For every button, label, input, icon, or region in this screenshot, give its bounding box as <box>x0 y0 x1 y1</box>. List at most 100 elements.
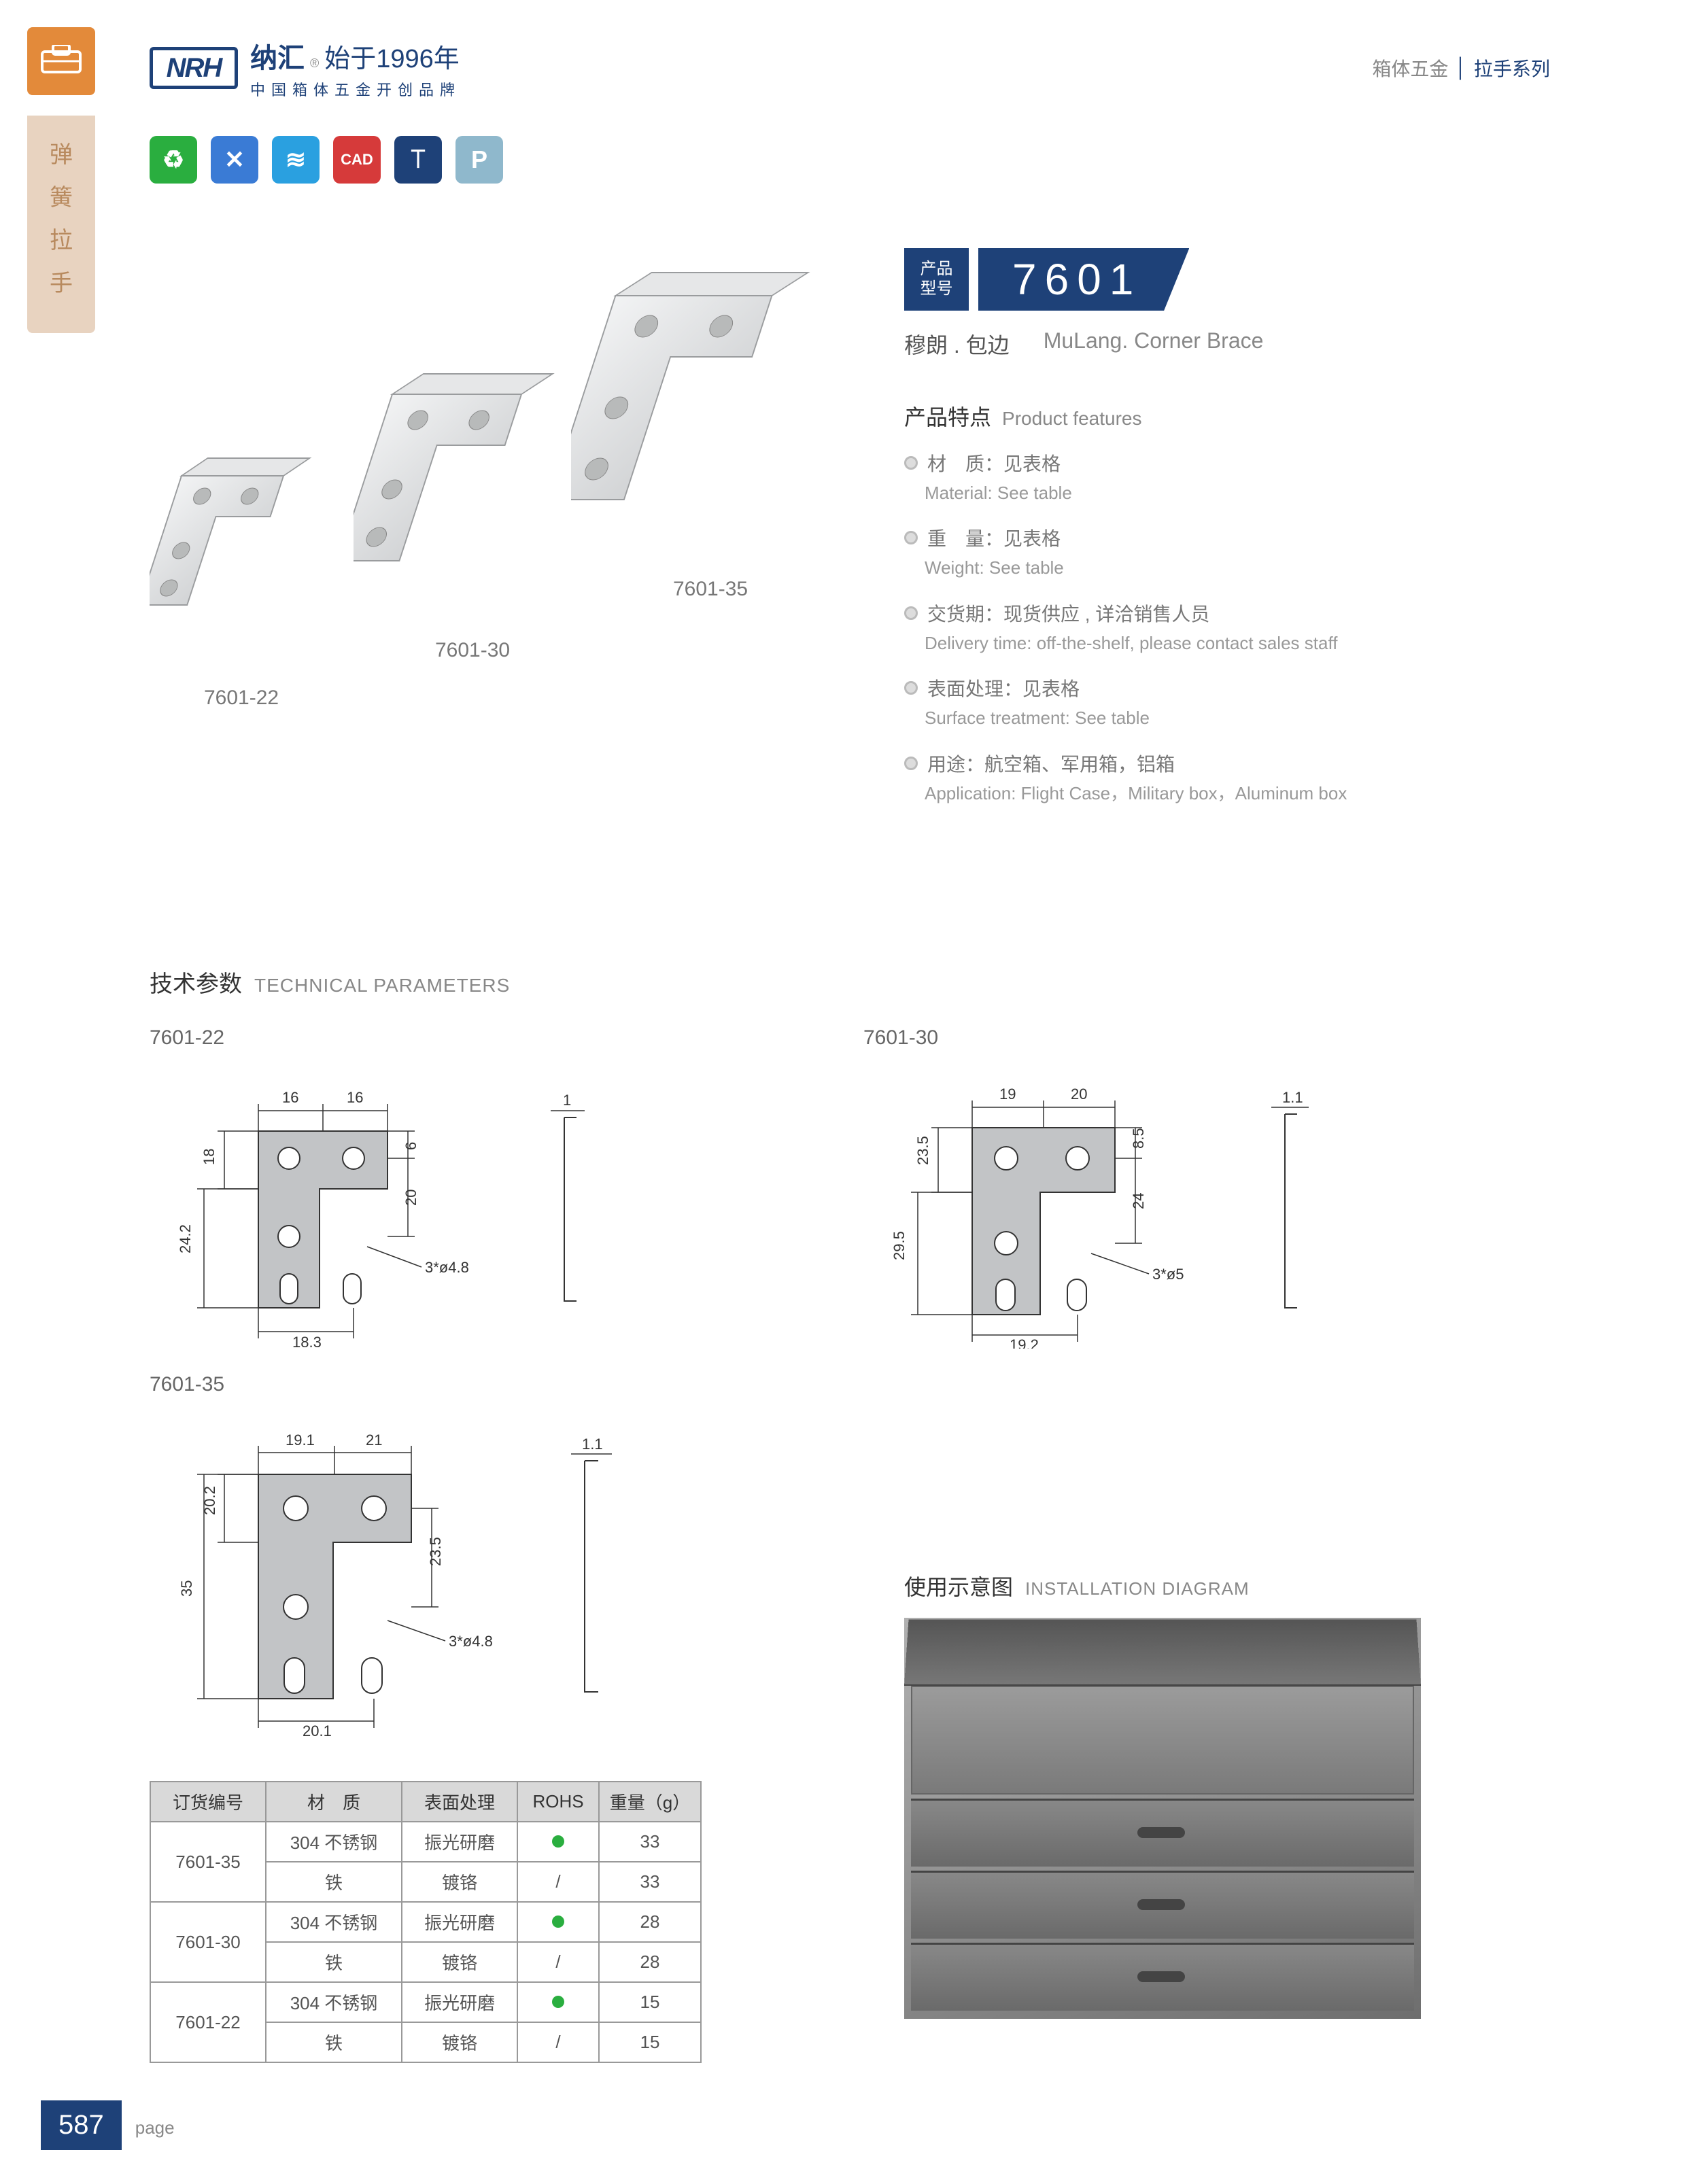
table-header: 订货编号 <box>150 1782 266 1822</box>
table-row: 7601-35304 不锈钢振光研磨33 <box>150 1822 701 1862</box>
feature-item: 表面处理：见表格 Surface treatment: See table <box>904 674 1530 730</box>
svg-text:20: 20 <box>402 1190 419 1206</box>
install-title-cn: 使用示意图 <box>904 1570 1013 1601</box>
features-title-en: Product features <box>1002 408 1141 430</box>
feature-text-cn: 重 量：见表格 <box>904 524 1530 551</box>
tech-title-en: TECHNICAL PARAMETERS <box>254 975 510 996</box>
table-cell: / <box>517 1942 599 1982</box>
technical-params-title: 技术参数 TECHNICAL PARAMETERS <box>150 965 510 999</box>
table-header: 重量（g） <box>599 1782 701 1822</box>
rohs-dot-icon <box>552 1916 564 1928</box>
side-tab-char: 簧 <box>50 179 73 212</box>
rohs-dot-icon <box>552 1996 564 2008</box>
table-cell: 28 <box>599 1942 701 1982</box>
model-name-en: MuLang. Corner Brace <box>1044 328 1264 360</box>
svg-text:8.5: 8.5 <box>1130 1128 1147 1149</box>
product-image-medium <box>354 367 598 625</box>
svg-text:3*ø4.8: 3*ø4.8 <box>425 1259 469 1276</box>
table-cell: / <box>517 2022 599 2062</box>
table-cell: 304 不锈钢 <box>266 1822 402 1862</box>
table-cell: 15 <box>599 1982 701 2022</box>
feature-icon: CAD <box>333 136 381 184</box>
svg-text:24.2: 24.2 <box>177 1224 194 1253</box>
table-cell: 304 不锈钢 <box>266 1982 402 2022</box>
page-footer: 587 page <box>41 2100 175 2150</box>
feature-icon-row: ♻ ✕ ≋ CAD ⟙ P <box>150 136 503 184</box>
category-1: 箱体五金 <box>1372 54 1448 82</box>
header-category: 箱体五金 │ 拉手系列 <box>1372 54 1550 82</box>
feature-icon: ✕ <box>211 136 258 184</box>
diagram-label: 7601-30 <box>863 1026 1475 1050</box>
install-title-en: INSTALLATION DIAGRAM <box>1025 1578 1250 1599</box>
feature-text-en: Material: See table <box>925 481 1530 505</box>
page-label: page <box>135 2117 175 2138</box>
svg-text:18.3: 18.3 <box>292 1334 322 1349</box>
product-features: 产品特点 Product features 材 质：见表格 Material: S… <box>904 400 1530 805</box>
svg-text:19.1: 19.1 <box>286 1432 315 1449</box>
model-info-block: 产品 型号 7601 穆朗 . 包边 MuLang. Corner Brace … <box>904 248 1530 805</box>
feature-text-en: Surface treatment: See table <box>925 706 1530 730</box>
feature-text-cn: 用途：航空箱、军用箱，铝箱 <box>904 750 1530 777</box>
table-cell: 7601-35 <box>150 1822 266 1902</box>
table-cell: 15 <box>599 2022 701 2062</box>
table-row: 7601-22304 不锈钢振光研磨15 <box>150 1982 701 2022</box>
model-name-cn: 穆朗 . 包边 <box>904 328 1010 360</box>
svg-text:18: 18 <box>201 1149 218 1165</box>
installation-diagram-image <box>904 1618 1421 2019</box>
table-cell: 镀铬 <box>402 1862 517 1902</box>
table-cell <box>517 1902 599 1942</box>
svg-text:16: 16 <box>282 1089 298 1106</box>
svg-text:23.5: 23.5 <box>914 1136 931 1165</box>
brand-since: 始于1996年 <box>324 37 460 75</box>
table-cell: 33 <box>599 1822 701 1862</box>
side-category-tab: 弹 簧 拉 手 <box>27 116 95 333</box>
feature-icon: ≋ <box>272 136 320 184</box>
table-cell: 铁 <box>266 2022 402 2062</box>
features-title-cn: 产品特点 <box>904 400 991 432</box>
svg-text:29.5: 29.5 <box>891 1231 908 1260</box>
svg-text:24: 24 <box>1130 1193 1147 1209</box>
feature-icon: P <box>455 136 503 184</box>
table-cell <box>517 1822 599 1862</box>
category-2: 拉手系列 <box>1474 54 1550 82</box>
feature-text-en: Application: Flight Case，Military box，Al… <box>925 781 1530 805</box>
table-cell: 振光研磨 <box>402 1902 517 1942</box>
feature-icon: ⟙ <box>394 136 442 184</box>
svg-text:1: 1 <box>563 1092 571 1109</box>
registered-mark: ® <box>310 56 319 71</box>
side-tab-char: 拉 <box>50 222 73 255</box>
svg-text:16: 16 <box>347 1089 363 1106</box>
category-separator: │ <box>1455 57 1467 79</box>
brand-subtitle: 中国箱体五金开创品牌 <box>250 78 461 100</box>
page-number: 587 <box>41 2100 122 2150</box>
svg-text:1.1: 1.1 <box>582 1436 603 1453</box>
brand-cn: 纳汇 <box>250 36 305 75</box>
feature-text-cn: 表面处理：见表格 <box>904 674 1530 701</box>
feature-item: 交货期：现货供应 , 详洽销售人员Delivery time: off-the-… <box>904 600 1530 655</box>
specification-table: 订货编号材 质表面处理ROHS重量（g）7601-35304 不锈钢振光研磨33… <box>150 1781 702 2063</box>
svg-text:21: 21 <box>366 1432 382 1449</box>
model-number: 7601 <box>978 248 1189 311</box>
feature-icon: ♻ <box>150 136 197 184</box>
model-label-1: 产品 <box>921 260 953 279</box>
table-cell: 镀铬 <box>402 1942 517 1982</box>
nrh-logo: NRH <box>150 47 238 89</box>
svg-text:1.1: 1.1 <box>1282 1089 1303 1106</box>
table-cell: 7601-30 <box>150 1902 266 1982</box>
table-cell: 铁 <box>266 1942 402 1982</box>
table-cell: 振光研磨 <box>402 1982 517 2022</box>
svg-text:23.5: 23.5 <box>427 1537 444 1566</box>
feature-text-cn: 材 质：见表格 <box>904 449 1530 476</box>
installation-title: 使用示意图 INSTALLATION DIAGRAM <box>904 1570 1250 1601</box>
model-badge: 产品 型号 7601 <box>904 248 1530 311</box>
feature-item: 重 量：见表格Weight: See table <box>904 524 1530 580</box>
svg-text:3*ø4.8: 3*ø4.8 <box>449 1633 493 1650</box>
product-image-large <box>571 265 857 564</box>
table-header: 表面处理 <box>402 1782 517 1822</box>
table-cell: 33 <box>599 1862 701 1902</box>
svg-text:20.1: 20.1 <box>303 1722 332 1739</box>
feature-item: 用途：航空箱、军用箱，铝箱 Application: Flight Case，Mi… <box>904 750 1530 805</box>
table-cell: 28 <box>599 1902 701 1942</box>
hero-product-images: 7601-22 7601-30 7601-35 <box>150 258 829 748</box>
diagram-label: 7601-35 <box>150 1373 761 1396</box>
